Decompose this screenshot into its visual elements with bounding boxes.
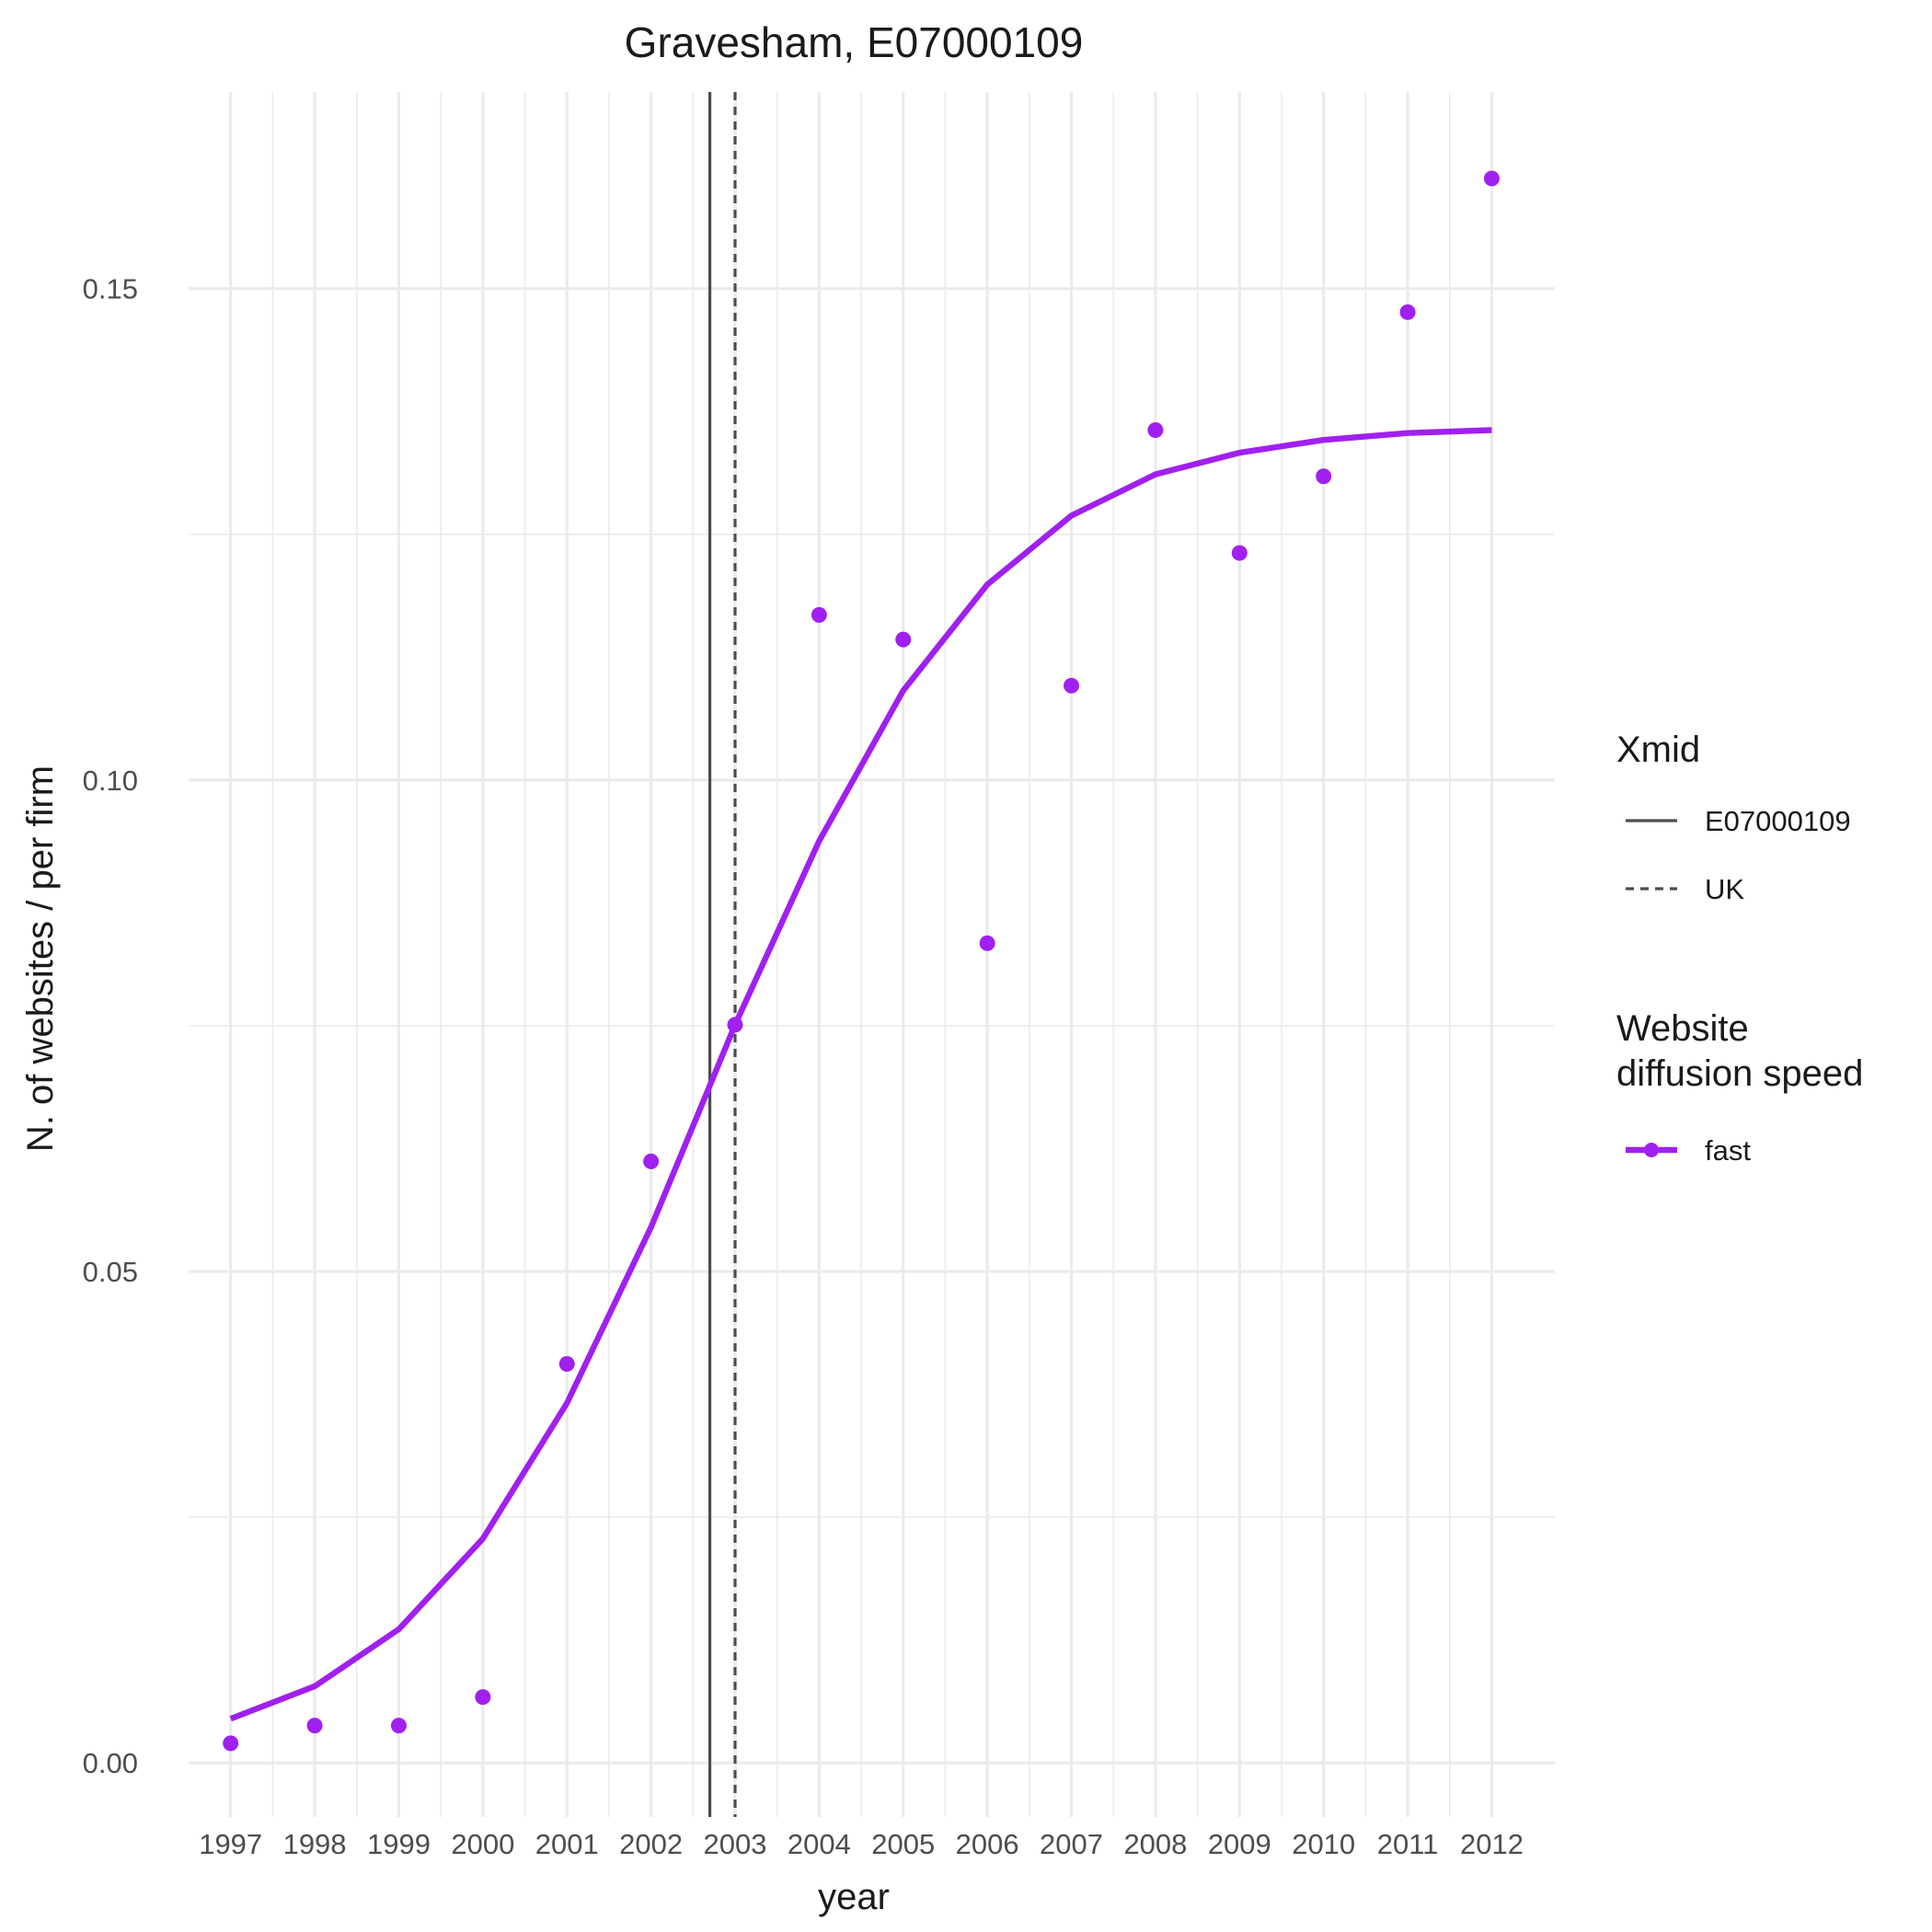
legend-title-xmid: Xmid — [1616, 730, 1700, 770]
data-point — [811, 606, 827, 623]
y-axis-title: N. of websites / per firm — [20, 765, 61, 1152]
series-fit-line — [229, 427, 1492, 1722]
legend-label-e07000109: E07000109 — [1705, 805, 1851, 837]
x-tick-label: 2000 — [451, 1828, 514, 1860]
data-point — [895, 631, 912, 648]
data-point — [1147, 422, 1164, 439]
data-point — [1064, 677, 1080, 694]
data-point — [979, 935, 995, 951]
series-layer — [223, 170, 1500, 1752]
data-point — [727, 1017, 743, 1033]
grid — [189, 92, 1555, 1817]
data-point — [558, 1355, 575, 1372]
x-tick-label: 2009 — [1208, 1828, 1271, 1860]
data-point — [306, 1718, 323, 1734]
y-tick-label: 0.05 — [83, 1256, 138, 1288]
x-tick-label: 2001 — [535, 1828, 599, 1860]
x-tick-label: 2006 — [956, 1828, 1019, 1860]
legend-label-uk: UK — [1705, 873, 1744, 905]
x-tick-label: 2010 — [1292, 1828, 1355, 1860]
chart-title: Gravesham, E07000109 — [625, 18, 1084, 66]
legend-label-fast: fast — [1705, 1134, 1751, 1167]
reference-lines — [707, 92, 737, 1817]
data-point — [643, 1153, 660, 1169]
legend-key-fast-point — [1644, 1143, 1659, 1157]
legend: Xmid E07000109 UK Website diffusion spee… — [1616, 730, 1863, 1167]
data-point — [1316, 468, 1332, 485]
x-tick-label: 2012 — [1460, 1828, 1524, 1860]
data-point — [1231, 545, 1248, 561]
legend-title-speed-line2: diffusion speed — [1616, 1053, 1863, 1094]
x-tick-label: 2008 — [1123, 1828, 1187, 1860]
data-point — [1483, 170, 1500, 187]
y-tick-label: 0.15 — [83, 273, 138, 305]
x-tick-label: 2005 — [871, 1828, 935, 1860]
legend-title-speed-line1: Website — [1616, 1008, 1749, 1049]
x-tick-label: 2003 — [704, 1828, 767, 1860]
data-point — [390, 1718, 407, 1734]
x-axis-title: year — [818, 1877, 890, 1917]
data-point — [475, 1689, 491, 1706]
x-tick-label: 2011 — [1377, 1828, 1439, 1860]
x-tick-label: 1998 — [283, 1828, 347, 1860]
data-point — [223, 1735, 239, 1752]
x-tick-label: 1997 — [199, 1828, 262, 1860]
x-tick-label: 2004 — [788, 1828, 851, 1860]
y-tick-label: 0.00 — [83, 1747, 138, 1779]
x-tick-labels: 1997 1998 1999 2000 2001 2002 2003 2004 2005 2006… — [199, 1828, 1524, 1860]
x-tick-label: 1999 — [367, 1828, 431, 1860]
y-tick-labels: 0.00 0.05 0.10 0.15 — [83, 273, 138, 1780]
y-tick-label: 0.10 — [83, 765, 138, 797]
x-tick-label: 2002 — [619, 1828, 683, 1860]
x-tick-label: 2007 — [1040, 1828, 1103, 1860]
data-point — [1399, 304, 1416, 320]
